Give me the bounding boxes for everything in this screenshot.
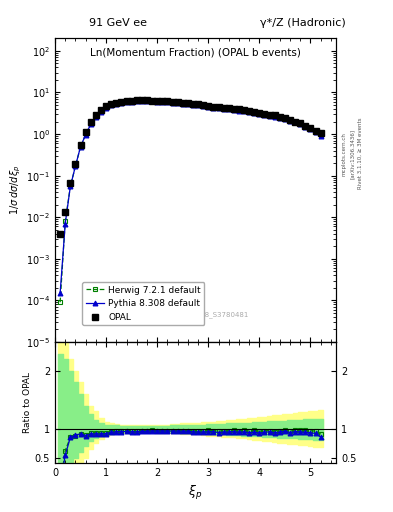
Text: [arXiv:1306.3436]: [arXiv:1306.3436]	[350, 129, 355, 179]
Pythia 8.308 default	[140, 98, 144, 104]
Herwig 7.2.1 default	[185, 101, 190, 107]
Herwig 7.2.1 default	[221, 105, 226, 112]
Text: Rivet 3.1.10, ≥ 3M events: Rivet 3.1.10, ≥ 3M events	[358, 118, 363, 189]
Text: 91 GeV ee: 91 GeV ee	[89, 18, 147, 28]
Pythia 8.308 default	[58, 290, 62, 296]
Legend: Herwig 7.2.1 default, Pythia 8.308 default, OPAL: Herwig 7.2.1 default, Pythia 8.308 defau…	[82, 282, 204, 325]
OPAL	[58, 231, 62, 237]
OPAL	[221, 104, 226, 111]
Pythia 8.308 default	[221, 106, 226, 112]
Text: Ln(Momentum Fraction) (OPAL b events): Ln(Momentum Fraction) (OPAL b events)	[90, 48, 301, 57]
Line: OPAL: OPAL	[57, 97, 323, 237]
Herwig 7.2.1 default	[140, 98, 144, 104]
Pythia 8.308 default	[78, 143, 83, 150]
OPAL	[134, 97, 139, 103]
Herwig 7.2.1 default	[231, 106, 236, 113]
Y-axis label: $1/\sigma\,d\sigma/d\xi_p$: $1/\sigma\,d\sigma/d\xi_p$	[9, 165, 23, 216]
Line: Pythia 8.308 default: Pythia 8.308 default	[58, 99, 323, 295]
OPAL	[185, 100, 190, 106]
OPAL	[303, 122, 308, 129]
Herwig 7.2.1 default	[78, 143, 83, 150]
Text: OPAL_1998_S3780481: OPAL_1998_S3780481	[171, 311, 249, 317]
Pythia 8.308 default	[185, 101, 190, 108]
Pythia 8.308 default	[318, 133, 323, 139]
Line: Herwig 7.2.1 default: Herwig 7.2.1 default	[58, 98, 323, 305]
Text: γ*/Z (Hadronic): γ*/Z (Hadronic)	[260, 18, 345, 28]
OPAL	[231, 106, 236, 112]
Herwig 7.2.1 default	[303, 123, 308, 129]
Y-axis label: Ratio to OPAL: Ratio to OPAL	[23, 372, 32, 433]
Pythia 8.308 default	[303, 124, 308, 130]
OPAL	[318, 130, 323, 136]
OPAL	[155, 98, 160, 104]
Text: mcplots.cern.ch: mcplots.cern.ch	[342, 132, 347, 176]
Pythia 8.308 default	[155, 98, 160, 104]
Pythia 8.308 default	[231, 107, 236, 113]
X-axis label: $\xi_p$: $\xi_p$	[188, 484, 203, 502]
Herwig 7.2.1 default	[155, 98, 160, 104]
OPAL	[78, 142, 83, 148]
Herwig 7.2.1 default	[58, 299, 62, 305]
Herwig 7.2.1 default	[318, 132, 323, 138]
